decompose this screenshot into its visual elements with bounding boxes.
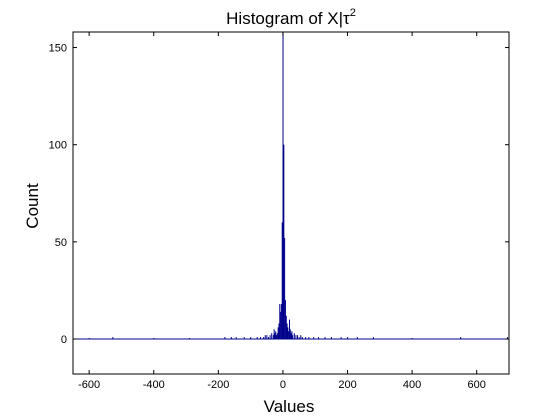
histogram-bar xyxy=(288,319,290,340)
x-tick-label: 600 xyxy=(468,379,486,391)
x-axis-label: Values xyxy=(264,397,315,416)
y-tick-label: 150 xyxy=(49,43,67,55)
histogram-bar xyxy=(230,337,232,340)
histogram-bar xyxy=(224,337,226,340)
histogram-bar xyxy=(278,323,280,340)
histogram-bar xyxy=(280,311,282,340)
y-axis-ticks: 0 50 100 150 xyxy=(49,43,509,346)
histogram-bar xyxy=(266,335,268,340)
histogram-bar xyxy=(297,335,299,340)
histogram-bar xyxy=(267,337,269,340)
plot-frame xyxy=(72,31,510,375)
histogram-bar xyxy=(300,335,302,340)
histogram-bar xyxy=(295,335,297,340)
histogram-bar xyxy=(356,337,358,340)
histogram-bar xyxy=(330,337,332,340)
x-tick-label: 0 xyxy=(280,379,286,391)
histogram-bar xyxy=(285,315,287,340)
y-tick-label: 100 xyxy=(49,140,67,152)
histogram-bar xyxy=(288,331,290,340)
y-tick-label: 0 xyxy=(61,334,67,346)
histogram-bar xyxy=(372,337,374,340)
histogram-bar xyxy=(263,337,265,340)
histogram-bar xyxy=(112,337,114,340)
histogram-bar xyxy=(301,337,303,340)
y-axis-label: Count xyxy=(23,183,42,229)
histogram-bar xyxy=(284,237,286,340)
histogram-bar xyxy=(273,329,275,340)
histogram-bar xyxy=(283,144,285,340)
histogram-bar xyxy=(275,331,277,340)
histogram-bar xyxy=(250,337,252,340)
title-tau-symbol: τ xyxy=(343,9,350,28)
histogram-bars xyxy=(88,32,508,340)
x-tick-label: -600 xyxy=(78,379,100,391)
histogram-bar xyxy=(324,337,326,340)
title-superscript: 2 xyxy=(350,7,356,19)
histogram-bar xyxy=(308,337,310,340)
x-axis-ticks: -600 -400 -200 0 200 400 600 xyxy=(78,32,486,391)
histogram-bar xyxy=(264,335,266,340)
plot-area xyxy=(73,32,509,374)
histogram-bar xyxy=(279,304,281,340)
histogram-bar xyxy=(274,333,276,340)
histogram-bar xyxy=(256,337,258,340)
histogram-bar xyxy=(460,337,462,340)
histogram-bar xyxy=(269,335,271,340)
histogram-bar xyxy=(259,337,261,340)
histogram-bar xyxy=(289,329,291,340)
x-tick-label: -400 xyxy=(143,379,165,391)
histogram-bar xyxy=(293,333,295,340)
x-tick-label: 200 xyxy=(338,379,356,391)
histogram-bar xyxy=(284,300,286,340)
histogram-bar xyxy=(243,337,245,340)
histogram-bar xyxy=(291,331,293,340)
histogram-bar xyxy=(290,333,292,340)
histogram-bar xyxy=(271,333,273,340)
x-tick-label: -200 xyxy=(207,379,229,391)
histogram-bar xyxy=(235,337,237,340)
histogram-bar xyxy=(305,337,307,340)
histogram-bar xyxy=(272,335,274,340)
x-tick-label: 400 xyxy=(403,379,421,391)
histogram-bar xyxy=(280,304,282,340)
histogram-bar xyxy=(347,337,349,340)
chart-title: Histogram of X|τ2 xyxy=(226,7,356,28)
histogram-bar xyxy=(286,323,288,340)
histogram-bar xyxy=(292,335,294,340)
histogram-bar xyxy=(298,337,300,340)
histogram-bar xyxy=(313,337,315,340)
histogram-bar xyxy=(277,327,279,340)
histogram-bar xyxy=(276,335,278,340)
histogram-bar xyxy=(318,337,320,340)
histogram-bar xyxy=(282,32,284,340)
histogram-bar xyxy=(276,333,278,340)
histogram-bar xyxy=(340,337,342,340)
y-tick-label: 50 xyxy=(55,237,67,249)
histogram-bar xyxy=(287,327,289,340)
histogram-bar xyxy=(506,337,508,340)
histogram-bar xyxy=(281,222,283,340)
